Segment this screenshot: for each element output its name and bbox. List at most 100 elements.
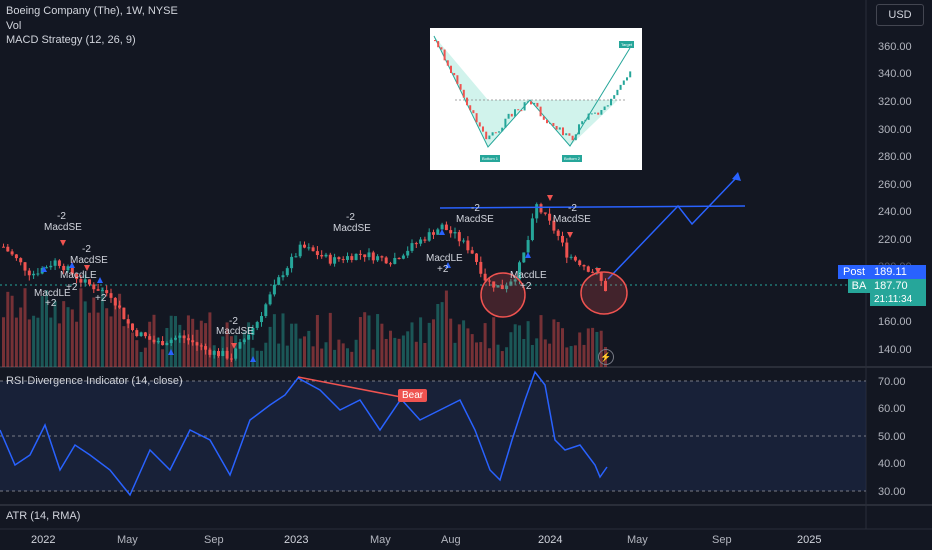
candle-body [109, 293, 113, 298]
volume-bar [475, 342, 478, 367]
volume-bar [161, 349, 165, 367]
signal-macdse-label: MacdSE [456, 214, 494, 225]
volume-bar [341, 343, 345, 367]
volume-bar [19, 307, 23, 367]
volume-bar [57, 323, 61, 367]
candle-body [341, 259, 345, 261]
candle-body [113, 297, 117, 306]
inset-bottom-1-label: Bottom 1 [480, 155, 501, 162]
candle-body [169, 339, 173, 344]
volume-bar [565, 347, 569, 367]
time-label: May [117, 534, 138, 546]
volume-bar [414, 341, 418, 367]
sell-signal-arrow [60, 240, 66, 246]
inset-candle [514, 109, 516, 117]
volume-bar [178, 324, 182, 367]
candle-body [23, 262, 27, 271]
candle-body [10, 251, 14, 255]
volume-legend[interactable]: Vol [6, 20, 22, 32]
price-tick: 140.00 [878, 344, 912, 356]
inset-candle [629, 71, 632, 78]
lightning-icon[interactable]: ⚡ [598, 349, 614, 365]
volume-bar [156, 337, 160, 367]
volume-bar [225, 322, 229, 367]
candle-body [165, 343, 169, 346]
candle-body [419, 239, 423, 244]
post-market-price-tag: 189.11 [870, 265, 926, 279]
signal-macdle-label: MacdLE [510, 270, 547, 281]
candle-body [285, 268, 289, 276]
candle-body [126, 319, 130, 324]
symbol-legend[interactable]: Boeing Company (The), 1W, NYSE [6, 5, 178, 17]
signal-minus-label: -2 [229, 316, 238, 327]
candle-body [440, 224, 444, 230]
atr-pane-title[interactable]: ATR (14, RMA) [6, 510, 81, 522]
volume-bar [23, 288, 27, 367]
candle-body [591, 271, 595, 273]
volume-bar [118, 293, 122, 367]
inset-candle [533, 102, 536, 105]
sell-signal-arrow [84, 265, 90, 271]
candle-body [324, 254, 328, 257]
candle-body [191, 340, 195, 343]
volume-bar [328, 312, 332, 367]
candle-body [195, 342, 199, 346]
volume-bar [268, 326, 272, 367]
candle-body [479, 261, 483, 274]
volume-bar [27, 319, 31, 367]
volume-bar [324, 342, 328, 367]
volume-bar [406, 331, 410, 367]
candle-body [401, 255, 405, 259]
buy-signal-arrow [97, 277, 103, 283]
neckline-drawing [439, 205, 746, 209]
volume-bar [238, 345, 242, 367]
volume-bar [354, 339, 358, 367]
volume-bar [135, 340, 139, 367]
volume-bar [113, 299, 117, 367]
inset-candle [507, 113, 510, 119]
volume-bar [126, 321, 130, 367]
volume-bar [45, 289, 48, 367]
candle-body [427, 232, 431, 241]
rsi-pane-title[interactable]: RSI Divergence Indicator (14, close) [6, 375, 183, 387]
candle-body [272, 284, 276, 295]
volume-bar [182, 335, 186, 367]
volume-bar [363, 312, 367, 367]
candle-body [526, 240, 530, 253]
inset-candle [456, 75, 459, 85]
volume-bar [522, 338, 526, 367]
bottom-2-circle [580, 271, 628, 315]
candle-body [333, 257, 337, 264]
inset-candle [555, 125, 558, 130]
inset-candle [475, 113, 478, 123]
candle-body [307, 247, 311, 249]
candle-body [83, 279, 87, 283]
volume-bar [139, 351, 143, 367]
volume-bar [358, 317, 362, 367]
rsi-tick: 70.00 [878, 376, 906, 388]
volume-bar [32, 315, 36, 367]
candle-body [535, 204, 539, 219]
signal-arrows [41, 195, 601, 362]
candle-body [260, 316, 263, 323]
buy-signal-arrow [445, 262, 451, 268]
time-label: May [370, 534, 391, 546]
sell-signal-arrow [231, 343, 237, 349]
candle-body [384, 257, 388, 264]
strategy-legend[interactable]: MACD Strategy (12, 26, 9) [6, 34, 136, 46]
signal-macdle-label: MacdLE [60, 270, 97, 281]
candle-body [229, 358, 233, 360]
candle-body [281, 275, 285, 278]
volume-bar [492, 317, 496, 367]
candle-body [92, 284, 96, 290]
candle-body [376, 256, 380, 261]
candle-body [255, 322, 259, 328]
candle-body [543, 212, 547, 214]
projection-arrowhead [732, 172, 741, 181]
inset-candle [613, 95, 616, 99]
inset-candle [606, 105, 609, 107]
currency-button[interactable]: USD [876, 4, 924, 26]
volume-bar [311, 346, 315, 367]
candle-body [410, 243, 414, 251]
